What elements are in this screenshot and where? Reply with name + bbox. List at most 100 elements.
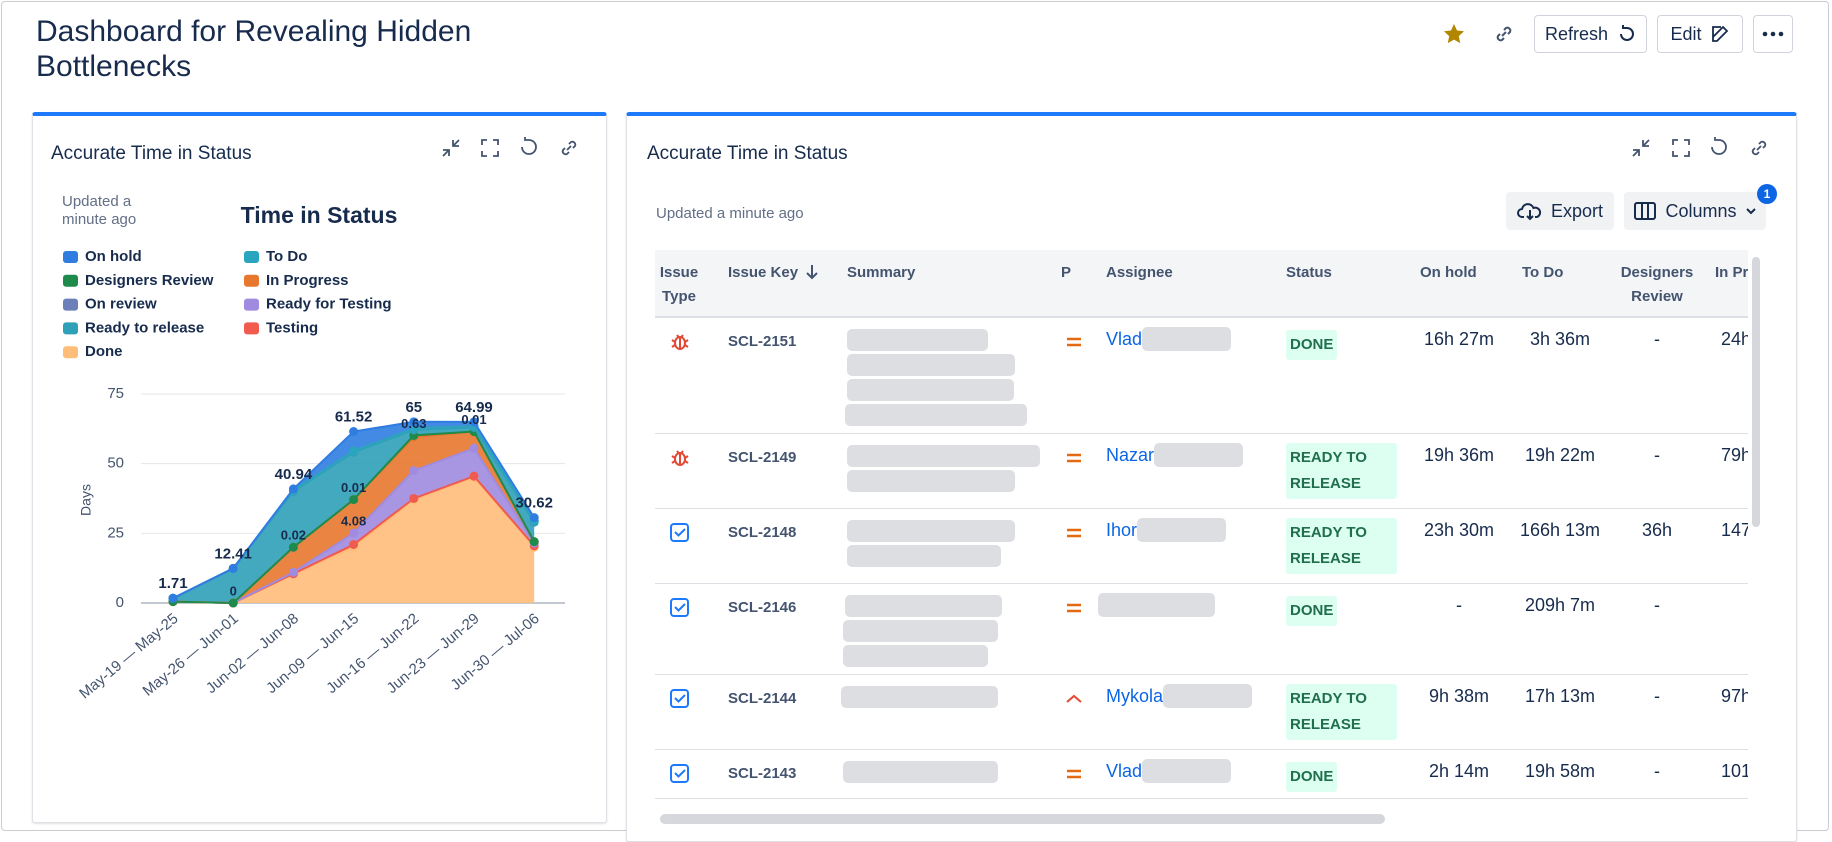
- summary-blur: [847, 379, 1014, 401]
- priority-shape: [1067, 528, 1081, 538]
- column-header[interactable]: Designers Review: [1620, 264, 1694, 305]
- point-marker: [529, 537, 539, 547]
- column-header[interactable]: In Progress: [1715, 264, 1748, 281]
- h-scrollbar[interactable]: [660, 814, 1385, 824]
- panel-tool-icon[interactable]: [1747, 136, 1771, 165]
- assignee-link[interactable]: Vlad: [1106, 761, 1143, 781]
- assignee-link[interactable]: Vlad: [1106, 329, 1143, 349]
- assignee-blur: [1098, 593, 1215, 617]
- panel-tool-icon[interactable]: [517, 136, 541, 165]
- area-fill: [173, 427, 535, 603]
- time-cell: 24h: [1721, 329, 1748, 349]
- tool-shape: [1711, 137, 1727, 155]
- summary-blur: [845, 595, 1002, 617]
- point-marker: [349, 539, 359, 549]
- legend-label: On hold: [85, 248, 142, 265]
- panel-tool-icon[interactable]: [1629, 136, 1653, 165]
- export-button[interactable]: Export: [1506, 192, 1614, 230]
- status-lozenge: READY TO RELEASE: [1286, 443, 1397, 499]
- column-header[interactable]: To Do: [1522, 264, 1564, 281]
- refresh-shape: [1620, 25, 1634, 41]
- star-icon[interactable]: [1442, 22, 1466, 46]
- status-lozenge: DONE: [1286, 330, 1338, 360]
- column-header[interactable]: Issue Key: [728, 264, 799, 281]
- status-lozenge: DONE: [1286, 596, 1338, 626]
- priority-high: [1066, 694, 1082, 703]
- time-cell: 2h 14m: [1428, 761, 1490, 781]
- panel-tool-icon[interactable]: [439, 136, 463, 165]
- point-marker: [288, 484, 298, 494]
- panel-tool-icon[interactable]: [478, 136, 502, 165]
- assignee-link[interactable]: Ihor: [1106, 520, 1138, 540]
- tool-shape: [442, 139, 460, 157]
- legend-swatch: [63, 274, 78, 287]
- issue-type-icon[interactable]: [669, 522, 691, 544]
- issue-type-icon[interactable]: [669, 331, 691, 353]
- total-label: 30.62: [515, 495, 553, 512]
- data-label: 0.63: [401, 416, 426, 431]
- row-divider: [655, 798, 1748, 799]
- refresh-icon: [1620, 25, 1634, 41]
- point-marker: [469, 417, 479, 427]
- button-label: Columns: [1665, 200, 1737, 221]
- story-shape: [674, 769, 686, 778]
- column-header[interactable]: Issue Type: [659, 264, 699, 305]
- legend-label: In Progress: [266, 272, 349, 289]
- summary-blur: [847, 354, 1015, 376]
- table: Issue Type Issue Key Summary P Assignee Statu…: [655, 250, 1748, 810]
- issue-type-icon[interactable]: [669, 688, 691, 710]
- tool-svg: [561, 140, 577, 156]
- issue-key[interactable]: SCL-2146: [728, 599, 797, 616]
- sort-shape: [806, 265, 818, 280]
- panel-title: Accurate Time in Status: [51, 143, 252, 164]
- issue-type-icon[interactable]: [669, 597, 691, 619]
- time-cell: 17h 13m: [1524, 686, 1596, 706]
- issue-key[interactable]: SCL-2144: [728, 690, 797, 707]
- panel-tool-icon[interactable]: [1669, 136, 1693, 165]
- summary-blur: [847, 470, 1015, 492]
- more-button[interactable]: [1753, 15, 1793, 53]
- column-header[interactable]: On hold: [1420, 264, 1477, 281]
- status-lozenge: READY TO RELEASE: [1286, 518, 1397, 574]
- more-icon: [1762, 31, 1784, 37]
- time-cell: 16h 27m: [1423, 329, 1495, 349]
- v-scrollbar[interactable]: [1752, 257, 1760, 527]
- assignee-blur: [1142, 759, 1231, 783]
- issue-type-icon[interactable]: [669, 447, 691, 469]
- time-cell: 19h 58m: [1524, 761, 1596, 781]
- cloud-shape: [1517, 203, 1542, 221]
- chevron-shape: [1745, 208, 1756, 215]
- refresh-button[interactable]: Refresh: [1534, 15, 1647, 53]
- star-shape: [1444, 24, 1464, 44]
- area-fill: [173, 431, 535, 603]
- issue-key[interactable]: SCL-2148: [728, 524, 797, 541]
- point-marker: [288, 542, 298, 552]
- columns-button[interactable]: Columns: [1624, 192, 1766, 230]
- assignee-link[interactable]: Mykola: [1106, 686, 1164, 706]
- issue-key[interactable]: SCL-2143: [728, 765, 797, 782]
- priority-icon: [1064, 448, 1084, 468]
- button-label: Refresh: [1544, 23, 1609, 44]
- column-header[interactable]: Assignee: [1106, 264, 1173, 281]
- tool-shape: [1751, 140, 1767, 156]
- column-header[interactable]: Summary: [847, 264, 916, 281]
- issue-key[interactable]: SCL-2151: [728, 333, 797, 350]
- columns-icon: [1634, 202, 1657, 220]
- column-header[interactable]: Status: [1286, 264, 1332, 281]
- panel-tool-icon[interactable]: [557, 136, 581, 165]
- legend-label: Testing: [266, 319, 318, 336]
- legend-label: Done: [85, 343, 123, 360]
- tool-svg: [521, 137, 537, 155]
- legend-label: Ready to release: [85, 319, 204, 336]
- total-label: 64.99: [455, 399, 493, 416]
- column-header[interactable]: P: [1061, 264, 1072, 281]
- assignee-link[interactable]: Nazar: [1106, 445, 1155, 465]
- priority-icon: [1064, 332, 1084, 352]
- issue-key[interactable]: SCL-2149: [728, 449, 797, 466]
- link-icon[interactable]: [1492, 22, 1516, 46]
- story-icon: [670, 598, 689, 617]
- panel-tool-icon[interactable]: [1707, 136, 1731, 165]
- issue-type-icon[interactable]: [669, 763, 691, 785]
- edit-button[interactable]: Edit: [1657, 15, 1743, 53]
